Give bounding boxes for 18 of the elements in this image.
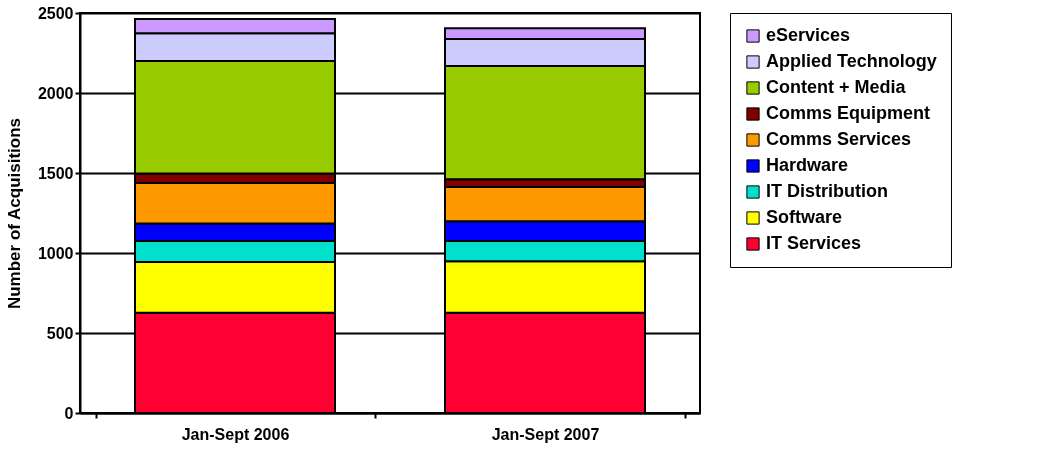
y-tick-label: 2500 [37, 4, 74, 22]
y-tick-label: 1000 [37, 244, 74, 262]
legend-label: eServices [766, 25, 851, 45]
legend-label: IT Distribution [766, 181, 888, 201]
y-tick-label: 0 [64, 404, 74, 422]
legend-label: Applied Technology [766, 51, 937, 71]
legend-label: IT Services [766, 233, 862, 253]
legend-label: Content + Media [766, 77, 907, 97]
legend-label: Comms Equipment [766, 103, 931, 123]
y-tick-label: 500 [46, 324, 74, 342]
legend-label: Hardware [766, 155, 849, 175]
x-tick-label: Jan-Sept 2006 [181, 425, 290, 443]
legend-label: Software [766, 207, 843, 227]
y-tick-label: 1500 [37, 164, 74, 182]
y-axis-title: Number of Acquisitions [4, 117, 24, 310]
y-tick-label: 2000 [37, 84, 74, 102]
x-tick-label: Jan-Sept 2007 [491, 425, 600, 443]
legend-label: Comms Services [766, 129, 912, 149]
